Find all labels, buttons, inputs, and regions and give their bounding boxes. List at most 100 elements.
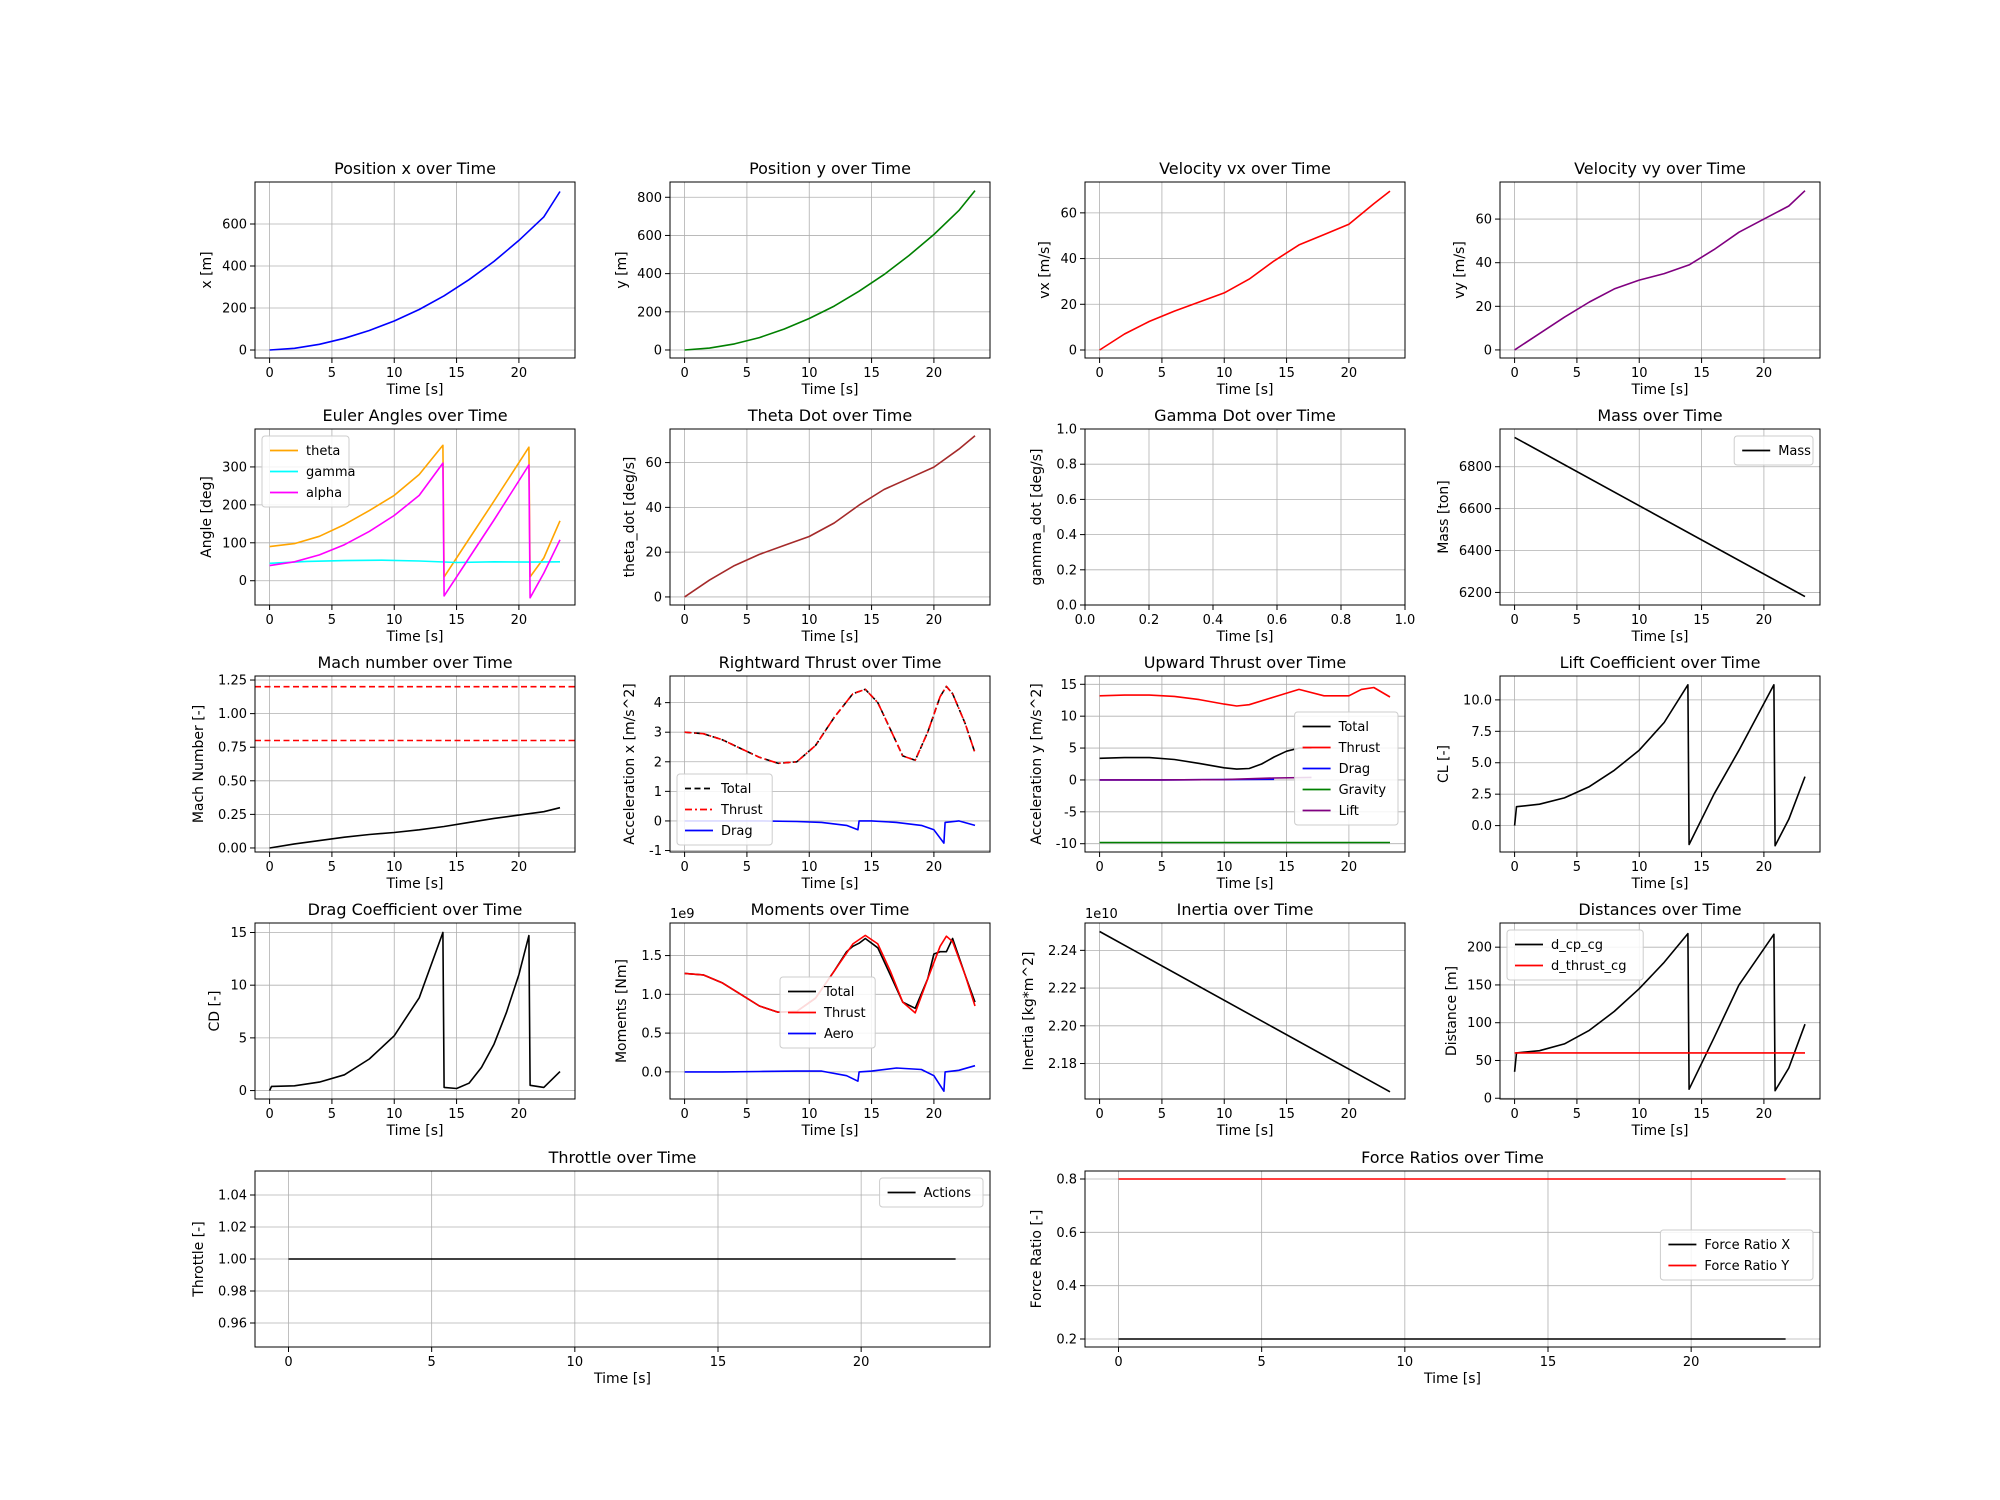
x-axis-label: Time [s] — [386, 382, 444, 398]
series-line-gamma — [269, 559, 561, 565]
legend-label: gamma — [306, 465, 356, 480]
y-tick-label: 0.5 — [641, 1027, 662, 1042]
legend-label: d_cp_cg — [1551, 938, 1603, 953]
y-tick-label: 0.8 — [1056, 458, 1077, 473]
x-axis-label: Time [s] — [386, 876, 444, 892]
axes-frame — [254, 922, 576, 1100]
y-tick-label: 40 — [1060, 252, 1077, 267]
legend-label: Thrust — [1338, 741, 1381, 756]
y-tick-label: 0.8 — [1056, 1173, 1077, 1188]
y-tick-label: 1.25 — [218, 674, 247, 689]
series-line-mass — [1514, 436, 1806, 598]
chart-title: Gamma Dot over Time — [1154, 406, 1336, 425]
y-tick-label: 0.98 — [218, 1285, 247, 1300]
y-axis-label: vy [m/s] — [1452, 241, 1468, 299]
chart-throttle: 0 5 10 15 20 0.96 0.98 1.00 1.02 1.04 Throttle ove… — [191, 1148, 991, 1387]
chart-title: Velocity vy over Time — [1574, 159, 1746, 178]
legend-label: Lift — [1339, 804, 1359, 819]
x-tick-label: 5 — [1158, 860, 1166, 875]
series-line-aero — [684, 1064, 976, 1092]
y-tick-label: 0.6 — [1056, 1226, 1077, 1241]
y-tick-label: 400 — [637, 267, 662, 282]
chart-title: Velocity vx over Time — [1159, 159, 1331, 178]
legend-label: Force Ratio Y — [1704, 1259, 1789, 1274]
chart-title: Theta Dot over Time — [747, 406, 912, 425]
y-tick-label: 0.0 — [1056, 599, 1077, 614]
y-tick-label: 600 — [637, 229, 662, 244]
y-tick-label: 150 — [1467, 978, 1492, 993]
x-tick-label: 20 — [1756, 366, 1773, 381]
x-tick-label: 15 — [863, 613, 880, 628]
series-line-unnamed — [684, 190, 976, 351]
x-axis-label: Time [s] — [801, 382, 859, 398]
legend: Total Thrust Aero — [779, 976, 876, 1049]
y-axis-label: Throttle [-] — [191, 1221, 207, 1297]
chart-uthrust: 0 5 10 15 20 -10 -5 0 5 10 15 Upward Thrust over Ti… — [1029, 653, 1406, 892]
y-tick-label: 5.0 — [1471, 756, 1492, 771]
series-group — [684, 190, 976, 351]
x-tick-label: 5 — [1573, 613, 1581, 628]
x-tick-label: 1.0 — [1395, 613, 1416, 628]
x-tick-label: 20 — [926, 860, 943, 875]
axes-frame — [669, 181, 991, 359]
axes-frame — [1084, 181, 1406, 359]
x-tick-label: 15 — [1693, 366, 1710, 381]
x-tick-label: 10 — [801, 860, 818, 875]
series-group — [1099, 190, 1391, 351]
x-tick-label: 15 — [1278, 860, 1295, 875]
y-tick-label: 0.96 — [218, 1317, 247, 1332]
x-tick-label: 0.8 — [1331, 613, 1352, 628]
y-tick-label: 800 — [637, 191, 662, 206]
y-tick-label: 0.4 — [1056, 528, 1077, 543]
legend-label: theta — [306, 444, 340, 459]
legend-box — [779, 976, 876, 1049]
y-tick-label: 300 — [222, 460, 247, 475]
x-tick-label: 10 — [1631, 366, 1648, 381]
chart-title: Mass over Time — [1597, 406, 1722, 425]
y-tick-label: 6800 — [1459, 460, 1492, 475]
y-tick-label: 60 — [645, 456, 662, 471]
x-axis-label: Time [s] — [1216, 876, 1274, 892]
legend-label: Force Ratio X — [1704, 1238, 1790, 1253]
legend-label: alpha — [306, 486, 342, 501]
series-line-unnamed — [1099, 190, 1391, 351]
y-tick-label: 40 — [1475, 256, 1492, 271]
y-tick-label: 0.25 — [218, 808, 247, 823]
x-axis-label: Time [s] — [386, 1123, 444, 1139]
y-axis-label: vx [m/s] — [1037, 241, 1053, 299]
x-tick-label: 5 — [1258, 1355, 1266, 1370]
series-line-drag — [684, 820, 976, 844]
y-tick-label: 100 — [1467, 1016, 1492, 1031]
x-tick-label: 0.2 — [1139, 613, 1160, 628]
y-tick-label: 6200 — [1459, 586, 1492, 601]
y-tick-label: 2.5 — [1471, 788, 1492, 803]
y-tick-label: 200 — [637, 305, 662, 320]
chart-title: Euler Angles over Time — [322, 406, 507, 425]
legend: Total Thrust Drag — [676, 773, 773, 846]
series-group — [1099, 930, 1391, 1093]
series-group — [684, 934, 976, 1092]
chart-title: Mach number over Time — [317, 653, 512, 672]
legend-label: Gravity — [1339, 783, 1387, 798]
x-tick-label: 0 — [1114, 1355, 1122, 1370]
y-tick-label: 0.50 — [218, 774, 247, 789]
x-tick-label: 15 — [863, 366, 880, 381]
axis-offset-label: 1e9 — [670, 907, 695, 922]
series-group — [1099, 686, 1391, 844]
series-line-total — [1099, 747, 1312, 770]
y-axis-label: Distance [m] — [1444, 966, 1460, 1056]
y-tick-label: 0.6 — [1056, 493, 1077, 508]
y-tick-label: 7.5 — [1471, 725, 1492, 740]
legend-label: Total — [1338, 720, 1369, 735]
series-group — [1514, 190, 1806, 351]
x-tick-label: 10 — [801, 1107, 818, 1122]
series-group — [268, 931, 561, 1091]
x-tick-label: 15 — [448, 860, 465, 875]
series-group — [255, 685, 575, 849]
legend: Actions — [879, 1177, 984, 1208]
x-axis-label: Time [s] — [801, 629, 859, 645]
x-axis-label: Time [s] — [1216, 1123, 1274, 1139]
y-tick-label: 0 — [1069, 773, 1077, 788]
y-tick-label: -1 — [649, 844, 662, 859]
